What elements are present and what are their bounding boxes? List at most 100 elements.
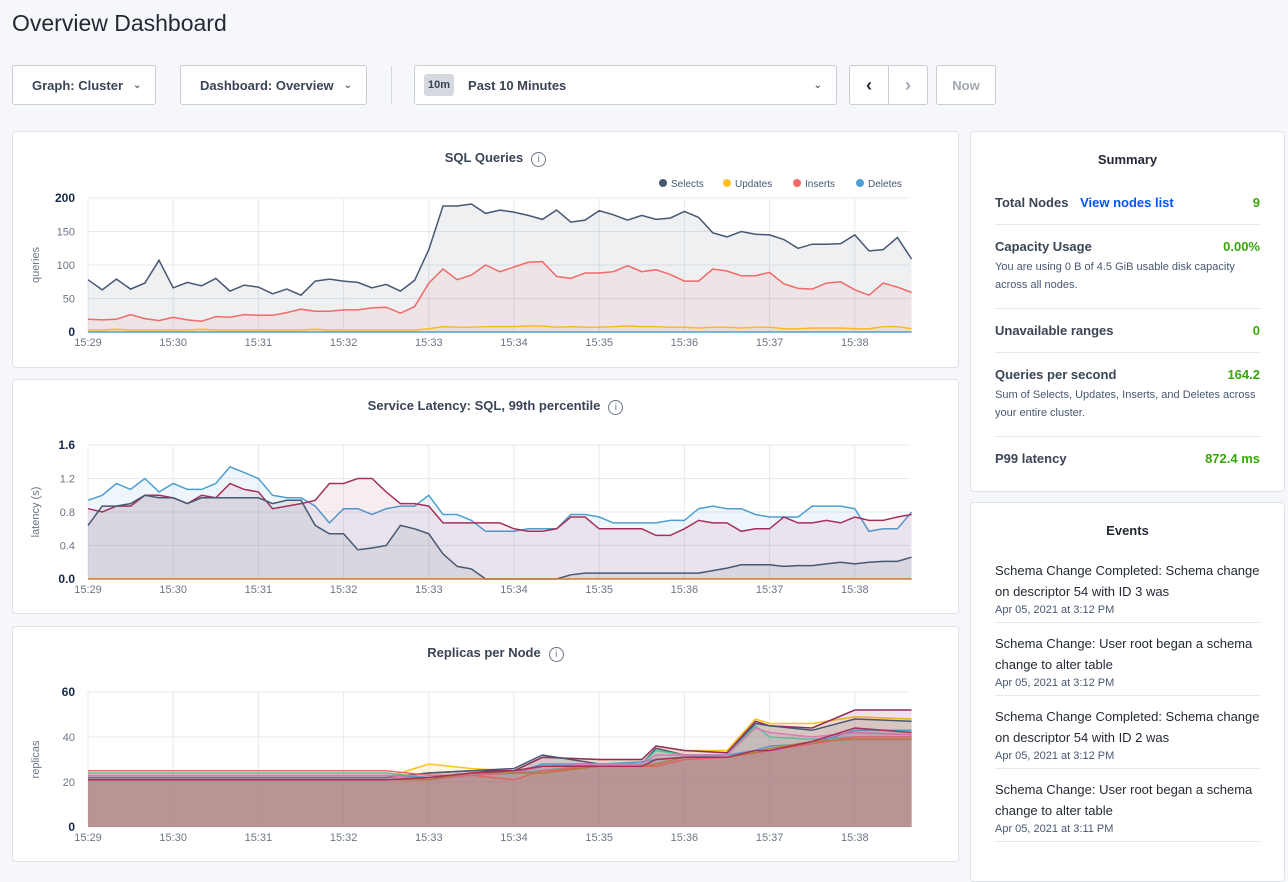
event-text: Schema Change: User root began a schema … [995, 636, 1253, 672]
chevron-down-icon: ⌄ [343, 79, 353, 91]
series-area-series-7 [88, 739, 912, 827]
legend-label-selects: Selects [671, 179, 704, 190]
series-area-selects [88, 204, 912, 332]
series-area-series-5 [88, 728, 912, 827]
x-tick-label: 15:35 [585, 832, 613, 844]
x-tick-label: 15:37 [756, 337, 784, 349]
chevron-down-icon: ⌄ [813, 79, 822, 91]
y-tick-label: 200 [55, 191, 75, 205]
x-tick-label: 15:31 [245, 832, 273, 844]
x-tick-label: 15:32 [330, 584, 358, 596]
x-tick-label: 15:36 [671, 832, 699, 844]
series-line-series-5 [88, 727, 912, 781]
y-tick-label: 0.8 [60, 507, 75, 519]
x-tick-label: 15:38 [841, 584, 869, 596]
series-line-series-8 [88, 727, 912, 781]
x-tick-label: 15:31 [245, 584, 273, 596]
event-date: Apr 05, 2021 at 3:11 PM [995, 823, 1114, 835]
x-tick-label: 15:33 [415, 337, 443, 349]
chart-title: Replicas per Node [427, 645, 541, 660]
y-tick-label: 150 [57, 227, 75, 239]
chart-title: SQL Queries [444, 150, 524, 165]
event-text: Schema Change: User root began a schema … [995, 782, 1253, 818]
legend-dot-updates [723, 179, 731, 187]
capacity-value: 0.00% [1223, 239, 1260, 254]
sql-queries-chart: SQL Queries i 15:29 15:30 15:31 15:32 15:33 15… [12, 131, 959, 368]
x-tick-label: 15:36 [671, 584, 699, 596]
y-tick-label: 0 [68, 325, 75, 339]
replicas-per-node-chart: Replicas per Node i 15:29 15:30 15:31 15:32 1… [12, 626, 959, 862]
x-tick-label: 15:29 [74, 832, 102, 844]
x-tick-label: 15:34 [500, 832, 528, 844]
x-tick-label: 15:37 [756, 832, 784, 844]
now-button[interactable]: Now [936, 65, 996, 105]
p99-label: P99 latency [995, 451, 1067, 466]
x-tick-label: 15:33 [415, 832, 443, 844]
chart-title: Service Latency: SQL, 99th percentile [367, 398, 601, 413]
qps-value: 164.2 [1227, 367, 1260, 382]
legend-dot-selects [659, 179, 667, 187]
x-tick-label: 15:32 [330, 337, 358, 349]
capacity-label: Capacity Usage [995, 239, 1092, 254]
qps-label: Queries per second [995, 367, 1117, 382]
x-tick-label: 15:34 [500, 584, 528, 596]
y-tick-label: 60 [62, 685, 76, 699]
next-button[interactable]: › [888, 65, 928, 105]
graph-dropdown[interactable]: Graph: Cluster ⌄ [12, 65, 156, 105]
y-tick-label: 40 [63, 732, 75, 744]
dashboard-dropdown[interactable]: Dashboard: Overview ⌄ [180, 65, 367, 105]
y-axis-label: queries [30, 246, 42, 283]
y-tick-label: 0 [68, 820, 75, 834]
y-tick-label: 20 [63, 777, 75, 789]
series-area-series-2 [88, 495, 912, 579]
time-range-dropdown[interactable]: 10m Past 10 Minutes ⌄ [414, 65, 837, 105]
event-text: Schema Change Completed: Schema change o… [995, 709, 1260, 745]
x-tick-label: 15:29 [74, 337, 102, 349]
x-tick-label: 15:34 [500, 337, 528, 349]
event-date: Apr 05, 2021 at 3:12 PM [995, 604, 1115, 616]
chevron-left-icon: ‹ [866, 74, 872, 95]
view-nodes-link[interactable]: View nodes list [1080, 195, 1174, 210]
qps-desc: Sum of Selects, Updates, Inserts, and De… [995, 389, 1256, 419]
divider [391, 66, 392, 104]
event-date: Apr 05, 2021 at 3:12 PM [995, 677, 1115, 689]
chevron-down-icon: ⌄ [133, 79, 142, 91]
series-area-series-1 [88, 710, 912, 827]
y-axis-label: latency (s) [30, 487, 42, 538]
unavailable-value: 0 [1252, 323, 1260, 338]
series-area-inserts [88, 261, 912, 332]
summary-panel: Summary Total Nodes View nodes list 9 Cap… [970, 131, 1285, 492]
x-tick-label: 15:30 [159, 832, 187, 844]
x-tick-label: 15:30 [159, 337, 187, 349]
info-icon[interactable]: i [608, 400, 624, 415]
page-title: Overview Dashboard [12, 10, 227, 36]
event-text: Schema Change Completed: Schema change o… [995, 563, 1260, 599]
x-tick-label: 15:38 [841, 832, 869, 844]
y-tick-label: 0.4 [60, 541, 75, 553]
time-range-label: Past 10 Minutes [468, 77, 567, 93]
event-item[interactable]: Schema Change: User root began a schema … [995, 769, 1260, 842]
series-area-series-6 [88, 737, 912, 827]
x-tick-label: 15:37 [756, 584, 784, 596]
info-icon[interactable]: i [548, 647, 564, 662]
event-item[interactable]: Schema Change: User root began a schema … [995, 623, 1260, 696]
legend-label-updates: Updates [735, 179, 772, 190]
legend-label-deletes: Deletes [868, 179, 902, 190]
x-tick-label: 15:30 [159, 584, 187, 596]
y-tick-label: 0.0 [58, 572, 75, 586]
p99-value: 872.4 ms [1205, 451, 1260, 466]
x-tick-label: 15:31 [245, 337, 273, 349]
previous-button[interactable]: ‹ [849, 65, 889, 105]
legend-label-inserts: Inserts [805, 179, 835, 190]
series-line-selects [87, 203, 913, 297]
event-item[interactable]: Schema Change Completed: Schema change o… [995, 550, 1260, 623]
x-tick-label: 15:35 [585, 337, 613, 349]
info-icon[interactable]: i [531, 152, 547, 167]
capacity-desc: You are using 0 B of 4.5 GiB usable disk… [995, 261, 1235, 291]
events-title: Events [1106, 523, 1149, 538]
series-area-series-8 [88, 728, 912, 827]
events-panel: Events Schema Change Completed: Schema c… [970, 502, 1285, 882]
unavailable-label: Unavailable ranges [995, 323, 1114, 338]
legend-dot-deletes [856, 179, 864, 187]
event-item[interactable]: Schema Change Completed: Schema change o… [995, 696, 1260, 769]
